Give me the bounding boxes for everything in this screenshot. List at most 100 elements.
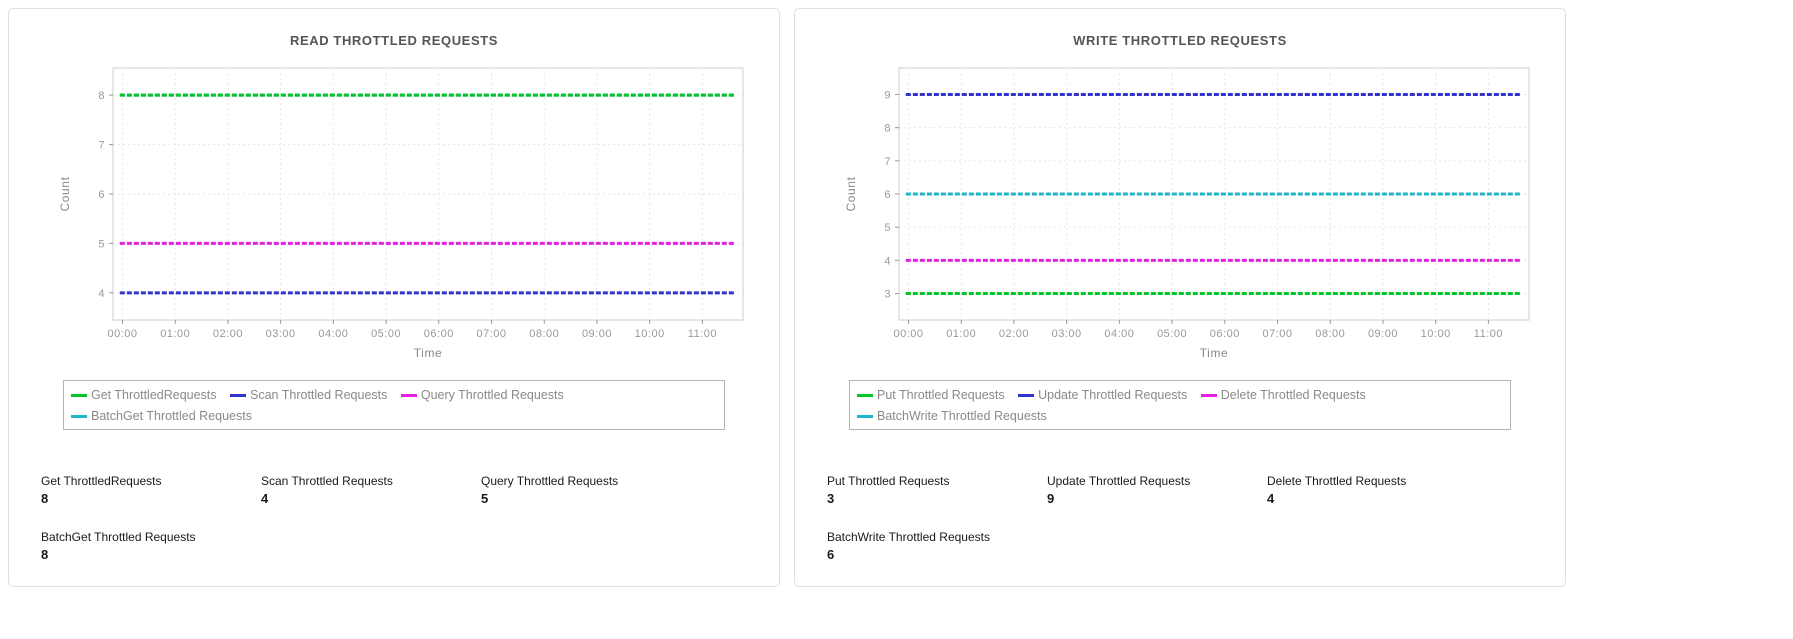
stat-label: Delete Throttled Requests — [1267, 474, 1407, 488]
svg-text:04:00: 04:00 — [318, 328, 348, 340]
stat-item: Delete Throttled Requests 4 — [1267, 474, 1487, 506]
svg-text:4: 4 — [98, 288, 105, 300]
stat-label: BatchGet Throttled Requests — [41, 530, 196, 544]
write-chart-legend: Put Throttled Requests Update Throttled … — [849, 380, 1511, 430]
legend-line-swatch — [857, 394, 873, 397]
svg-text:07:00: 07:00 — [477, 328, 507, 340]
legend-label: Put Throttled Requests — [877, 388, 1005, 402]
stat-item: BatchGet Throttled Requests 8 — [41, 530, 261, 562]
svg-text:09:00: 09:00 — [1368, 328, 1398, 340]
stat-label: Update Throttled Requests — [1047, 474, 1191, 488]
stat-item: BatchWrite Throttled Requests 6 — [827, 530, 1047, 562]
svg-text:05:00: 05:00 — [371, 328, 401, 340]
svg-text:8: 8 — [884, 123, 891, 135]
svg-text:10:00: 10:00 — [635, 328, 665, 340]
svg-text:00:00: 00:00 — [893, 328, 923, 340]
read-throttled-chart: 4 5 6 7 8 00:00 01:00 02:00 03:00 04:00 05:00 06:00… — [55, 52, 779, 374]
svg-text:7: 7 — [884, 156, 891, 168]
legend-item: BatchWrite Throttled Requests — [857, 407, 1047, 426]
stat-label: BatchWrite Throttled Requests — [827, 530, 990, 544]
dashboard: READ THROTTLED REQUESTS 4 5 6 7 8 00:00 01:00 0… — [8, 8, 1566, 587]
svg-text:00:00: 00:00 — [107, 328, 137, 340]
write-stats-grid: Put Throttled Requests 3 Update Throttle… — [827, 474, 1565, 562]
legend-line-swatch — [71, 394, 87, 397]
stat-item: Put Throttled Requests 3 — [827, 474, 1047, 506]
legend-label: Scan Throttled Requests — [250, 388, 388, 402]
stat-label: Query Throttled Requests — [481, 474, 619, 488]
stat-item: Get ThrottledRequests 8 — [41, 474, 261, 506]
legend-item: Put Throttled Requests — [857, 386, 1005, 405]
svg-text:07:00: 07:00 — [1263, 328, 1293, 340]
svg-text:01:00: 01:00 — [160, 328, 190, 340]
svg-text:4: 4 — [884, 255, 891, 267]
svg-text:5: 5 — [884, 222, 891, 234]
stat-value: 3 — [827, 491, 835, 506]
legend-line-swatch — [857, 415, 873, 418]
stat-value: 5 — [481, 491, 489, 506]
svg-text:9: 9 — [884, 90, 891, 102]
stat-value: 4 — [261, 491, 269, 506]
legend-line-swatch — [1018, 394, 1035, 397]
read-chart-title: READ THROTTLED REQUESTS — [289, 33, 499, 48]
svg-text:02:00: 02:00 — [999, 328, 1029, 340]
svg-text:5: 5 — [98, 238, 105, 250]
legend-line-swatch — [1200, 394, 1217, 397]
svg-text:Time: Time — [1200, 346, 1229, 360]
svg-text:8: 8 — [98, 90, 105, 102]
stat-label: Scan Throttled Requests — [261, 474, 393, 488]
line-chart-svg: 4 5 6 7 8 00:00 01:00 02:00 03:00 04:00 05:00 06:00… — [58, 67, 744, 360]
stat-label: Get ThrottledRequests — [41, 474, 162, 488]
legend-label: BatchGet Throttled Requests — [91, 409, 252, 423]
legend-item: Get ThrottledRequests — [71, 386, 217, 405]
svg-text:08:00: 08:00 — [529, 328, 559, 340]
legend-item: Query Throttled Requests — [400, 386, 564, 405]
legend-label: Get ThrottledRequests — [91, 388, 217, 402]
svg-text:04:00: 04:00 — [1104, 328, 1134, 340]
stat-label: Put Throttled Requests — [827, 474, 950, 488]
stat-value: 8 — [41, 547, 49, 562]
svg-text:7: 7 — [98, 140, 105, 152]
legend-label: Delete Throttled Requests — [1220, 388, 1366, 402]
read-chart-legend: Get ThrottledRequests Scan Throttled Req… — [63, 380, 725, 430]
svg-text:02:00: 02:00 — [213, 328, 243, 340]
read-stats-grid: Get ThrottledRequests 8 Scan Throttled R… — [41, 474, 779, 562]
stat-item: Scan Throttled Requests 4 — [261, 474, 481, 506]
svg-text:Count: Count — [58, 176, 72, 211]
stat-value: 9 — [1047, 491, 1055, 506]
svg-text:06:00: 06:00 — [424, 328, 454, 340]
stat-value: 4 — [1267, 491, 1275, 506]
write-throttled-panel: WRITE THROTTLED REQUESTS 3 4 5 6 7 8 9 00:00 01:… — [794, 8, 1566, 587]
stat-value: 6 — [827, 547, 835, 562]
legend-line-swatch — [71, 415, 87, 418]
svg-text:03:00: 03:00 — [1052, 328, 1082, 340]
read-throttled-panel: READ THROTTLED REQUESTS 4 5 6 7 8 00:00 01:00 0… — [8, 8, 780, 587]
svg-text:6: 6 — [884, 189, 891, 201]
legend-item: BatchGet Throttled Requests — [71, 407, 252, 426]
stat-item: Update Throttled Requests 9 — [1047, 474, 1267, 506]
svg-text:11:00: 11:00 — [688, 328, 717, 340]
stat-value: 8 — [41, 491, 49, 506]
legend-line-swatch — [400, 394, 417, 397]
svg-text:Time: Time — [414, 346, 443, 360]
stat-item: Query Throttled Requests 5 — [481, 474, 701, 506]
legend-label: Query Throttled Requests — [420, 388, 564, 402]
svg-text:11:00: 11:00 — [1474, 328, 1503, 340]
svg-text:06:00: 06:00 — [1210, 328, 1240, 340]
svg-text:09:00: 09:00 — [582, 328, 612, 340]
legend-label: Update Throttled Requests — [1038, 388, 1188, 402]
svg-text:3: 3 — [884, 288, 891, 300]
svg-text:Count: Count — [844, 176, 858, 211]
svg-text:03:00: 03:00 — [266, 328, 296, 340]
legend-item: Update Throttled Requests — [1018, 386, 1187, 405]
legend-item: Delete Throttled Requests — [1200, 386, 1366, 405]
svg-text:10:00: 10:00 — [1421, 328, 1451, 340]
legend-line-swatch — [230, 394, 247, 397]
legend-item: Scan Throttled Requests — [230, 386, 387, 405]
svg-text:05:00: 05:00 — [1157, 328, 1187, 340]
write-throttled-chart: 3 4 5 6 7 8 9 00:00 01:00 02:00 03:00 04:00 05:00 06:… — [841, 52, 1565, 374]
line-chart-svg: 3 4 5 6 7 8 9 00:00 01:00 02:00 03:00 04:00 05:00 06:… — [844, 67, 1530, 360]
svg-text:01:00: 01:00 — [946, 328, 976, 340]
svg-text:6: 6 — [98, 189, 105, 201]
svg-text:08:00: 08:00 — [1315, 328, 1345, 340]
legend-label: BatchWrite Throttled Requests — [877, 409, 1047, 423]
